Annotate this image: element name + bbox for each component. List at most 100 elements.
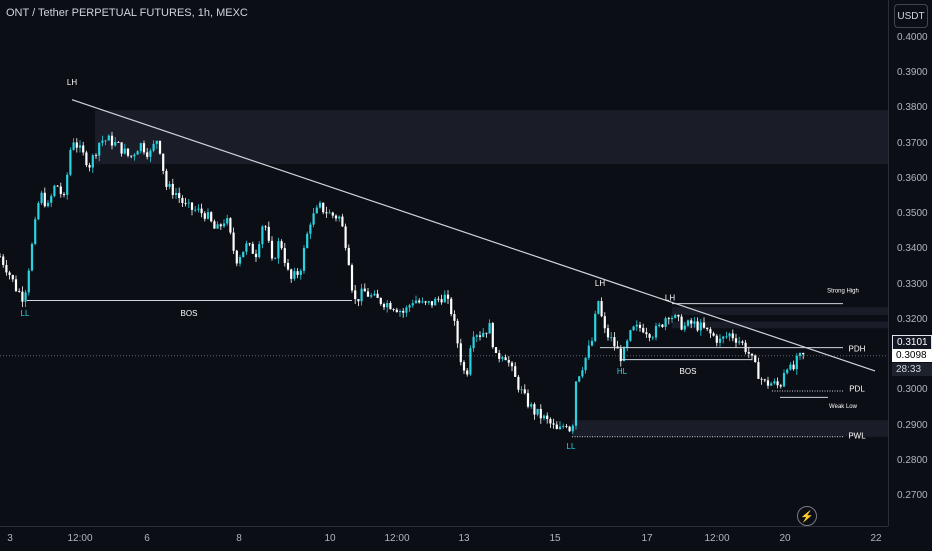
price-tick: 0.3200 <box>897 313 928 325</box>
annotation-pdh: PDH <box>849 345 866 354</box>
candle-body <box>648 334 651 338</box>
candle-body <box>146 152 149 157</box>
candle-body <box>280 241 283 249</box>
candle-body <box>728 333 731 337</box>
candle-body <box>642 327 645 333</box>
candle-body <box>139 143 142 152</box>
candle-body <box>539 408 542 419</box>
candle-body <box>414 300 418 304</box>
candle-body <box>190 202 194 210</box>
annotation-lh: LH <box>67 78 77 87</box>
zone-3 <box>572 420 888 437</box>
candle-body <box>494 347 498 353</box>
candle-body <box>578 376 581 382</box>
candle-body <box>347 247 350 266</box>
candle-body <box>331 212 334 216</box>
candle-body <box>162 153 165 171</box>
candle-body <box>478 335 482 337</box>
time-axis[interactable] <box>0 526 888 551</box>
candle-body <box>197 208 200 210</box>
candle-body <box>8 272 11 276</box>
annotation-ll: LL <box>567 442 576 451</box>
candle-body <box>123 148 126 154</box>
candle-body <box>802 352 805 355</box>
candle-body <box>424 301 427 303</box>
candle-body <box>274 258 277 260</box>
candle-body <box>760 378 763 380</box>
candle-body <box>24 292 27 302</box>
current-price-tag: 0.3098 <box>892 349 932 362</box>
annotation-pwl: PWL <box>848 432 866 441</box>
candle-body <box>142 143 146 153</box>
price-chart[interactable]: LH LL BOS LH LH HL BOS LL Strong High PDH PDL Weak … <box>0 0 888 526</box>
candle-body <box>299 270 302 275</box>
candle-body <box>75 142 78 148</box>
candle-body <box>130 155 133 157</box>
candle-body <box>450 298 453 315</box>
candle-body <box>210 212 213 222</box>
candle-body <box>696 321 699 331</box>
price-tick: 0.3900 <box>897 67 928 79</box>
candle-body <box>734 338 738 343</box>
candle-body <box>670 317 674 320</box>
candle-body <box>693 321 696 324</box>
price-tick: 0.3400 <box>897 243 928 255</box>
candle-body <box>21 291 24 302</box>
candle-body <box>466 370 469 375</box>
candle-body <box>216 224 219 229</box>
candle-body <box>574 381 578 426</box>
candle-body <box>91 155 94 168</box>
zone-2 <box>672 321 888 329</box>
candle-body <box>699 322 702 331</box>
candle-body <box>82 145 85 153</box>
candle-body <box>88 165 91 168</box>
candle-body <box>750 353 754 356</box>
candle-body <box>27 270 30 293</box>
candle-body <box>565 426 568 427</box>
candle-body <box>43 192 46 207</box>
candle-body <box>789 364 792 370</box>
candle-body <box>485 332 488 334</box>
price-tick: 0.3500 <box>897 208 928 220</box>
candle-body <box>795 355 798 370</box>
candle-body <box>459 343 462 363</box>
candle-body <box>472 336 475 349</box>
annotation-weak-low: Weak Low <box>829 404 858 410</box>
candle-body <box>430 301 434 306</box>
lightning-bolt-icon[interactable]: ⚡ <box>797 506 817 526</box>
candle-body <box>462 362 466 371</box>
candle-body <box>600 301 603 317</box>
candle-body <box>235 250 238 264</box>
candle-body <box>654 325 658 338</box>
candle-body <box>69 149 72 175</box>
candle-body <box>520 389 523 391</box>
candle-body <box>766 380 770 386</box>
candle-body <box>725 336 728 338</box>
chart-area[interactable]: LH LL BOS LH LH HL BOS LL Strong High PDH PDL Weak … <box>0 0 888 526</box>
candle-body <box>530 404 533 407</box>
candle-body <box>264 226 267 228</box>
candle-body <box>392 309 395 310</box>
candle-body <box>517 376 520 390</box>
candle-body <box>718 338 722 343</box>
candle-body <box>658 324 661 326</box>
candle-body <box>587 345 590 358</box>
price-tick: 0.3000 <box>897 384 928 396</box>
candle-body <box>2 256 5 265</box>
candle-body <box>286 262 290 270</box>
time-tick: 12:00 <box>67 533 93 544</box>
candle-body <box>715 335 718 343</box>
candle-body <box>338 216 341 219</box>
candle-body <box>741 341 744 343</box>
candle-body <box>446 294 450 299</box>
candle-body <box>136 151 139 155</box>
candle-body <box>779 385 782 387</box>
candle-body <box>405 307 408 313</box>
candle-body <box>117 142 120 143</box>
candle-body <box>66 174 69 195</box>
candle-body <box>110 135 114 146</box>
candle-body <box>798 352 802 356</box>
time-tick: 22 <box>870 533 882 544</box>
currency-button[interactable]: USDT <box>894 4 928 28</box>
price-axis[interactable] <box>888 0 932 526</box>
